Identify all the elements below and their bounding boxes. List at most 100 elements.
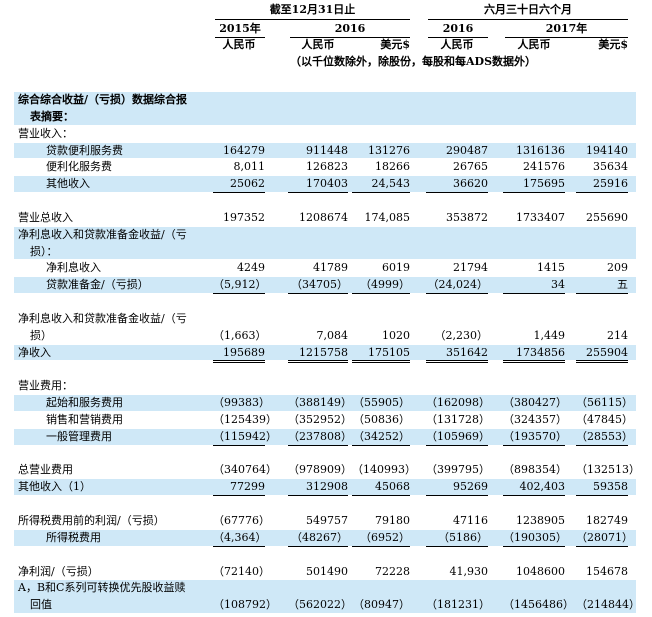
row-shade	[14, 580, 636, 614]
row-shade	[14, 428, 636, 445]
header-rule	[290, 37, 410, 38]
cell-underline	[576, 360, 628, 362]
currency-header: 人民币	[440, 38, 474, 51]
cell-value: （28553）	[576, 429, 633, 443]
row-shade	[14, 92, 636, 125]
cell-value: 47116	[453, 514, 488, 527]
cell-value: 1215758	[299, 345, 348, 359]
row-shade	[14, 479, 636, 496]
row-shade	[14, 226, 636, 260]
cell-underline	[426, 192, 488, 194]
cell-value: （140993）	[352, 463, 416, 477]
cell-value: 1733407	[516, 210, 565, 224]
cell-value: （47845）	[576, 412, 633, 426]
cell-value: 312908	[306, 480, 348, 494]
header-rule	[428, 19, 628, 20]
row-shade	[14, 277, 636, 294]
header-rule	[215, 19, 410, 20]
cell-underline	[576, 192, 628, 194]
cell-value: 4249	[237, 261, 265, 275]
cell-value: （190305）	[503, 530, 567, 544]
cell-value: （34705）	[291, 278, 348, 292]
year-header: 2016	[442, 22, 474, 35]
cell-value: 255690	[586, 210, 628, 224]
header-rule	[215, 37, 265, 38]
cell-underline	[213, 293, 265, 295]
cell-underline	[213, 192, 265, 194]
cell-value: 194140	[586, 143, 628, 157]
group-header: 截至12月31日止	[269, 3, 356, 16]
cell-value: 182749	[586, 514, 628, 527]
row-label: 净利息收入和贷款准备金收益/（亏	[18, 311, 187, 325]
cell-value: （352952）	[288, 412, 352, 426]
cell-underline	[503, 362, 565, 364]
cell-underline	[576, 545, 628, 547]
cell-underline	[576, 444, 628, 446]
cell-value: 25062	[230, 177, 265, 191]
cell-value: 35634	[593, 160, 628, 174]
cell-value: （50836）	[353, 412, 410, 426]
cell-underline	[213, 444, 265, 446]
cell-underline	[352, 495, 410, 497]
cell-value: （125439）	[213, 412, 277, 426]
cell-underline	[213, 362, 265, 364]
cell-value: （978909）	[288, 463, 352, 477]
cell-underline	[426, 444, 488, 446]
header-rule	[505, 37, 628, 38]
cell-value: 1316136	[516, 143, 565, 157]
cell-value: （55905）	[353, 396, 410, 410]
cell-value: （131728）	[426, 412, 490, 426]
cell-value: 72228	[375, 564, 410, 578]
row-label: 营业总收入	[18, 210, 73, 224]
cell-value: （99383）	[213, 396, 270, 410]
cell-value: 34	[551, 278, 565, 292]
cell-value: 45068	[375, 480, 410, 494]
cell-underline	[426, 362, 488, 364]
cell-value: 18266	[375, 160, 410, 174]
cell-underline	[503, 360, 565, 362]
row-label: 所得税费用	[46, 530, 101, 544]
cell-value: （34252）	[353, 429, 410, 443]
cell-value: （399795）	[426, 463, 490, 477]
row-label: 损）	[30, 328, 52, 342]
row-label: 总营业费用	[18, 463, 73, 477]
cell-underline	[213, 495, 265, 497]
cell-value: 95269	[453, 480, 488, 494]
row-shade	[14, 529, 636, 546]
row-label: 回值	[30, 598, 52, 612]
cell-value: 1208674	[299, 210, 348, 224]
cell-value: （108792）	[213, 598, 277, 612]
cell-value: 351642	[446, 345, 488, 359]
cell-underline	[352, 362, 410, 364]
currency-header: 人民币	[517, 38, 551, 51]
cell-value: （56115）	[576, 396, 633, 410]
year-header: 2017年	[545, 22, 588, 35]
cell-value: （28071）	[576, 530, 633, 544]
cell-underline	[576, 362, 628, 364]
cell-underline	[288, 192, 348, 194]
cell-value: （2,230）	[434, 328, 489, 342]
cell-underline	[352, 293, 410, 295]
cell-underline	[288, 444, 348, 446]
cell-value: （193570）	[503, 429, 567, 443]
cell-underline	[288, 293, 348, 295]
currency-header: 美元$	[598, 38, 628, 51]
cell-value: 175105	[368, 345, 410, 359]
cell-value: 501490	[306, 564, 348, 578]
cell-underline	[352, 192, 410, 194]
cell-underline	[213, 360, 265, 362]
cell-underline	[288, 362, 348, 364]
cell-underline	[503, 444, 565, 446]
cell-value: （4999）	[360, 278, 410, 292]
cell-value: （24,024）	[427, 278, 489, 292]
row-label: 净收入	[18, 345, 51, 359]
cell-value: 1734856	[516, 345, 565, 359]
currency-header: 人民币	[222, 38, 256, 51]
row-shade	[14, 395, 636, 411]
cell-value: （237808）	[288, 429, 352, 443]
cell-value: 402,403	[519, 480, 566, 494]
row-label: 其他收入（1）	[18, 480, 91, 494]
cell-value: 1048600	[516, 564, 565, 578]
cell-value: 59358	[593, 480, 628, 494]
header-rule	[428, 37, 488, 38]
